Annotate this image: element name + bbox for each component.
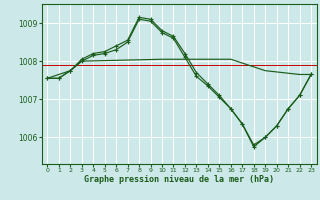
X-axis label: Graphe pression niveau de la mer (hPa): Graphe pression niveau de la mer (hPa) bbox=[84, 175, 274, 184]
